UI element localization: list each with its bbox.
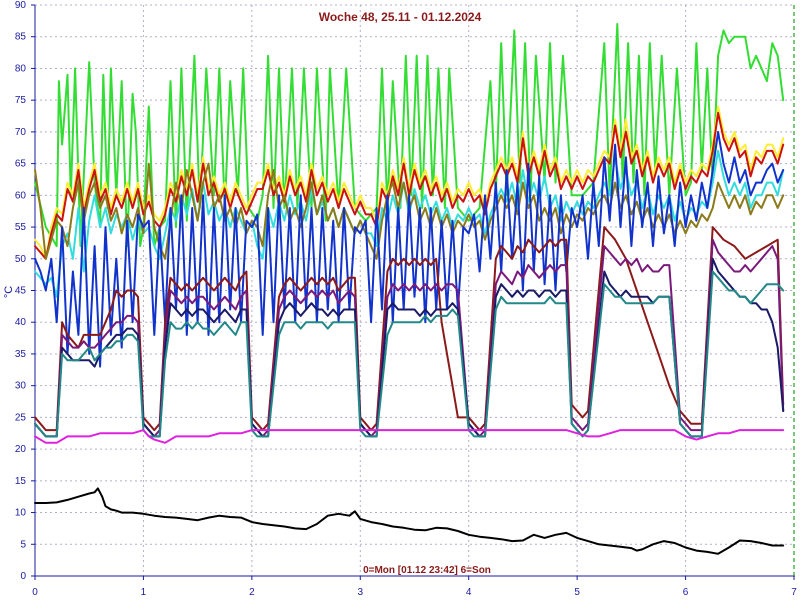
y-tick-label: 30 — [15, 381, 27, 392]
series-line-2 — [34, 105, 785, 260]
x-tick-label: 0 — [32, 587, 38, 598]
y-tick-label: 90 — [15, 0, 27, 11]
series-line-6 — [34, 130, 785, 368]
y-tick-label: 75 — [15, 95, 27, 106]
axes — [34, 5, 795, 577]
y-tick-label: 65 — [15, 159, 27, 170]
y-tick-labels: 0 5 10 15 20 25 30 35 40 45 50 55 60 65 70 75 80 85 90 — [15, 0, 27, 582]
chart-subtitle: 0=Mon [01.12 23:42] 6=Son — [363, 565, 491, 576]
y-tick-label: 35 — [15, 349, 27, 360]
y-tick-label: 40 — [15, 317, 27, 328]
y-tick-label: 60 — [15, 190, 27, 201]
y-tick-label: 15 — [15, 476, 27, 487]
y-tick-label: 80 — [15, 63, 27, 74]
x-tick-label: 4 — [466, 587, 472, 598]
y-tick-label: 25 — [15, 412, 27, 423]
y-tick-label: 20 — [15, 444, 27, 455]
y-tick-label: 0 — [20, 571, 26, 582]
x-tick-label: 2 — [249, 587, 255, 598]
series-lines — [34, 23, 785, 555]
x-tick-label: 7 — [791, 587, 797, 598]
series-line-10 — [34, 270, 785, 438]
y-axis-label: °C — [3, 286, 15, 298]
chart-title: Woche 48, 25.11 - 01.12.2024 — [319, 10, 482, 24]
y-tick-label: 85 — [15, 32, 27, 43]
y-tick-label: 10 — [15, 508, 27, 519]
y-tick-label: 5 — [20, 539, 26, 550]
series-line-7 — [34, 226, 785, 432]
y-tick-label: 50 — [15, 254, 27, 265]
x-tick-label: 6 — [683, 587, 689, 598]
series-line-8 — [34, 238, 785, 438]
x-tick-label: 3 — [358, 587, 364, 598]
x-tick-labels: 0 1 2 3 4 5 6 7 — [32, 587, 797, 598]
series-line-11 — [34, 429, 785, 444]
series-line-1 — [34, 23, 785, 248]
y-tick-label: 70 — [15, 127, 27, 138]
series-line-12 — [34, 487, 785, 555]
y-tick-label: 45 — [15, 286, 27, 297]
y-tick-label: 55 — [15, 222, 27, 233]
x-tick-label: 5 — [574, 587, 580, 598]
x-tick-label: 1 — [141, 587, 147, 598]
